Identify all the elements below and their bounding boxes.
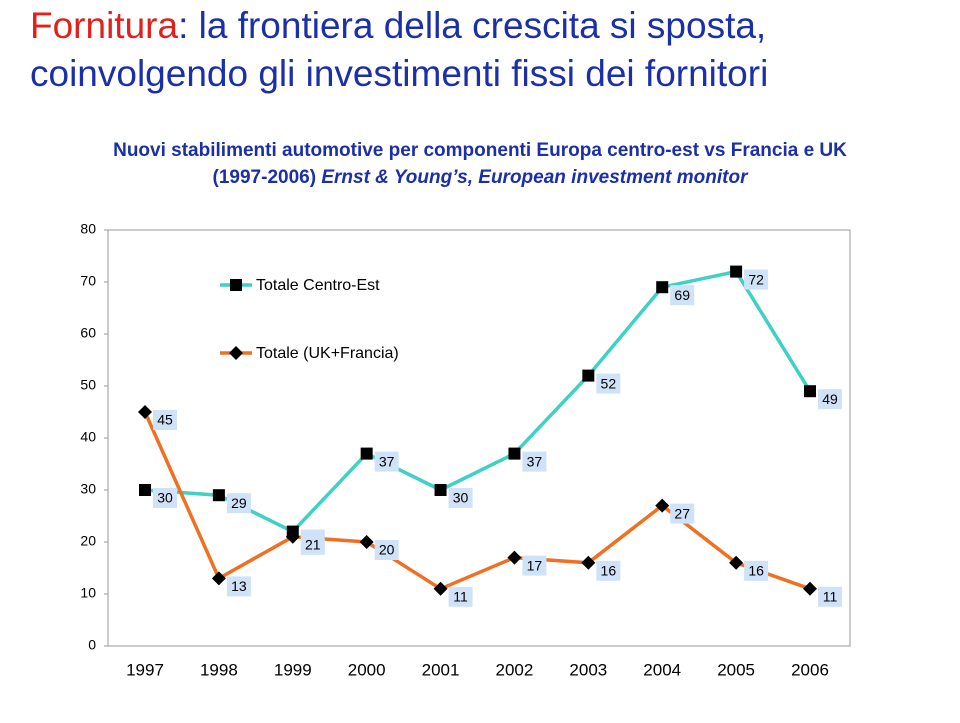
subtitle-line2: (1997-2006) Ernst & Young’s, European in…: [213, 167, 750, 188]
value-label: 69: [674, 287, 690, 303]
value-label-box: [226, 576, 251, 597]
data-point: [730, 265, 743, 278]
value-label: 11: [453, 589, 468, 605]
x-tick-label: 1999: [274, 660, 312, 679]
data-point: [138, 405, 152, 419]
legend-marker: [230, 279, 242, 291]
data-point: [285, 529, 300, 544]
y-tick-label: 70: [80, 273, 96, 289]
value-label: 49: [822, 391, 838, 407]
x-tick-label: 2003: [569, 660, 607, 679]
value-label-box: [374, 540, 399, 560]
data-point: [433, 581, 448, 596]
chart-title-line2: coinvolgendo gli investimenti fissi dei …: [30, 53, 768, 94]
data-point: [803, 581, 817, 596]
value-label: 27: [674, 505, 690, 521]
series-line: [143, 411, 811, 591]
value-label-box: [522, 451, 547, 472]
legend-marker: [229, 346, 243, 360]
data-point: [507, 550, 522, 565]
value-label: 20: [379, 542, 395, 558]
value-label: 13: [231, 578, 247, 594]
y-tick-label: 60: [80, 325, 96, 341]
value-label-box: [153, 410, 177, 430]
data-point: [508, 447, 521, 460]
value-label-box: [448, 488, 473, 508]
value-label-box: [374, 451, 399, 472]
value-label: 30: [453, 490, 469, 506]
value-label: 17: [527, 557, 543, 573]
x-tick-label: 1997: [126, 660, 164, 679]
subtitle-source: Ernst & Young’s, European investment mon…: [321, 167, 749, 188]
value-label: 45: [157, 412, 173, 428]
subtitle: Nuovi stabilimenti automotive per compon…: [113, 140, 847, 161]
value-label: 72: [748, 271, 764, 287]
value-label-box: [596, 560, 621, 581]
value-label-box: [596, 373, 621, 394]
data-point: [434, 484, 447, 496]
y-tick-label: 10: [80, 585, 96, 601]
value-label: 11: [823, 589, 838, 605]
value-label: 30: [157, 490, 173, 506]
y-tick-label: 20: [80, 533, 96, 549]
x-tick-label: 2001: [422, 660, 460, 679]
series-line: [144, 269, 812, 534]
data-point: [359, 535, 374, 549]
value-label: 16: [601, 563, 617, 579]
x-tick-label: 2000: [348, 660, 386, 679]
title-highlight: Fornitura: [30, 5, 178, 46]
x-tick-label: 2006: [791, 660, 829, 679]
x-tick-label: 1998: [200, 660, 238, 679]
data-point: [655, 498, 670, 513]
value-label-box: [670, 285, 695, 306]
y-tick-label: 50: [80, 377, 96, 393]
value-label: 37: [527, 453, 543, 469]
value-label: 37: [379, 453, 395, 469]
subtitle-period: (1997-2006): [213, 167, 317, 188]
y-tick-label: 80: [80, 221, 96, 237]
data-point: [804, 385, 816, 398]
data-point: [656, 281, 669, 294]
value-label-box: [448, 586, 473, 607]
data-point: [729, 555, 744, 570]
data-point: [139, 484, 151, 496]
value-label-box: [818, 586, 842, 607]
chart-title: Fornitura: la frontiera della crescita s…: [30, 5, 766, 46]
value-label-box: [818, 389, 842, 410]
value-label: 29: [231, 495, 247, 511]
value-label-box: [522, 555, 547, 576]
x-tick-label: 2004: [643, 660, 681, 679]
data-point: [211, 571, 226, 586]
data-point: [582, 369, 595, 382]
data-point: [581, 555, 596, 570]
legend-label: Totale Centro-Est: [256, 277, 380, 294]
value-label-box: [744, 269, 769, 290]
x-tick-label: 2005: [717, 660, 755, 679]
value-label-box: [226, 493, 251, 514]
x-tick-label: 2002: [496, 660, 534, 679]
value-label: 16: [748, 563, 764, 579]
title-rest: : la frontiera della crescita si sposta,: [178, 5, 766, 46]
value-label: 52: [601, 375, 617, 391]
y-tick-label: 40: [80, 429, 96, 445]
y-tick-label: 30: [80, 481, 96, 497]
data-point: [360, 447, 373, 460]
y-tick-label: 0: [88, 637, 96, 653]
value-label-box: [153, 488, 177, 508]
legend-label: Totale (UK+Francia): [256, 345, 399, 362]
value-label-box: [670, 503, 695, 524]
value-label-box: [744, 560, 769, 581]
value-label-box: [300, 534, 325, 555]
value-label: 21: [305, 537, 321, 553]
data-point: [212, 489, 225, 502]
